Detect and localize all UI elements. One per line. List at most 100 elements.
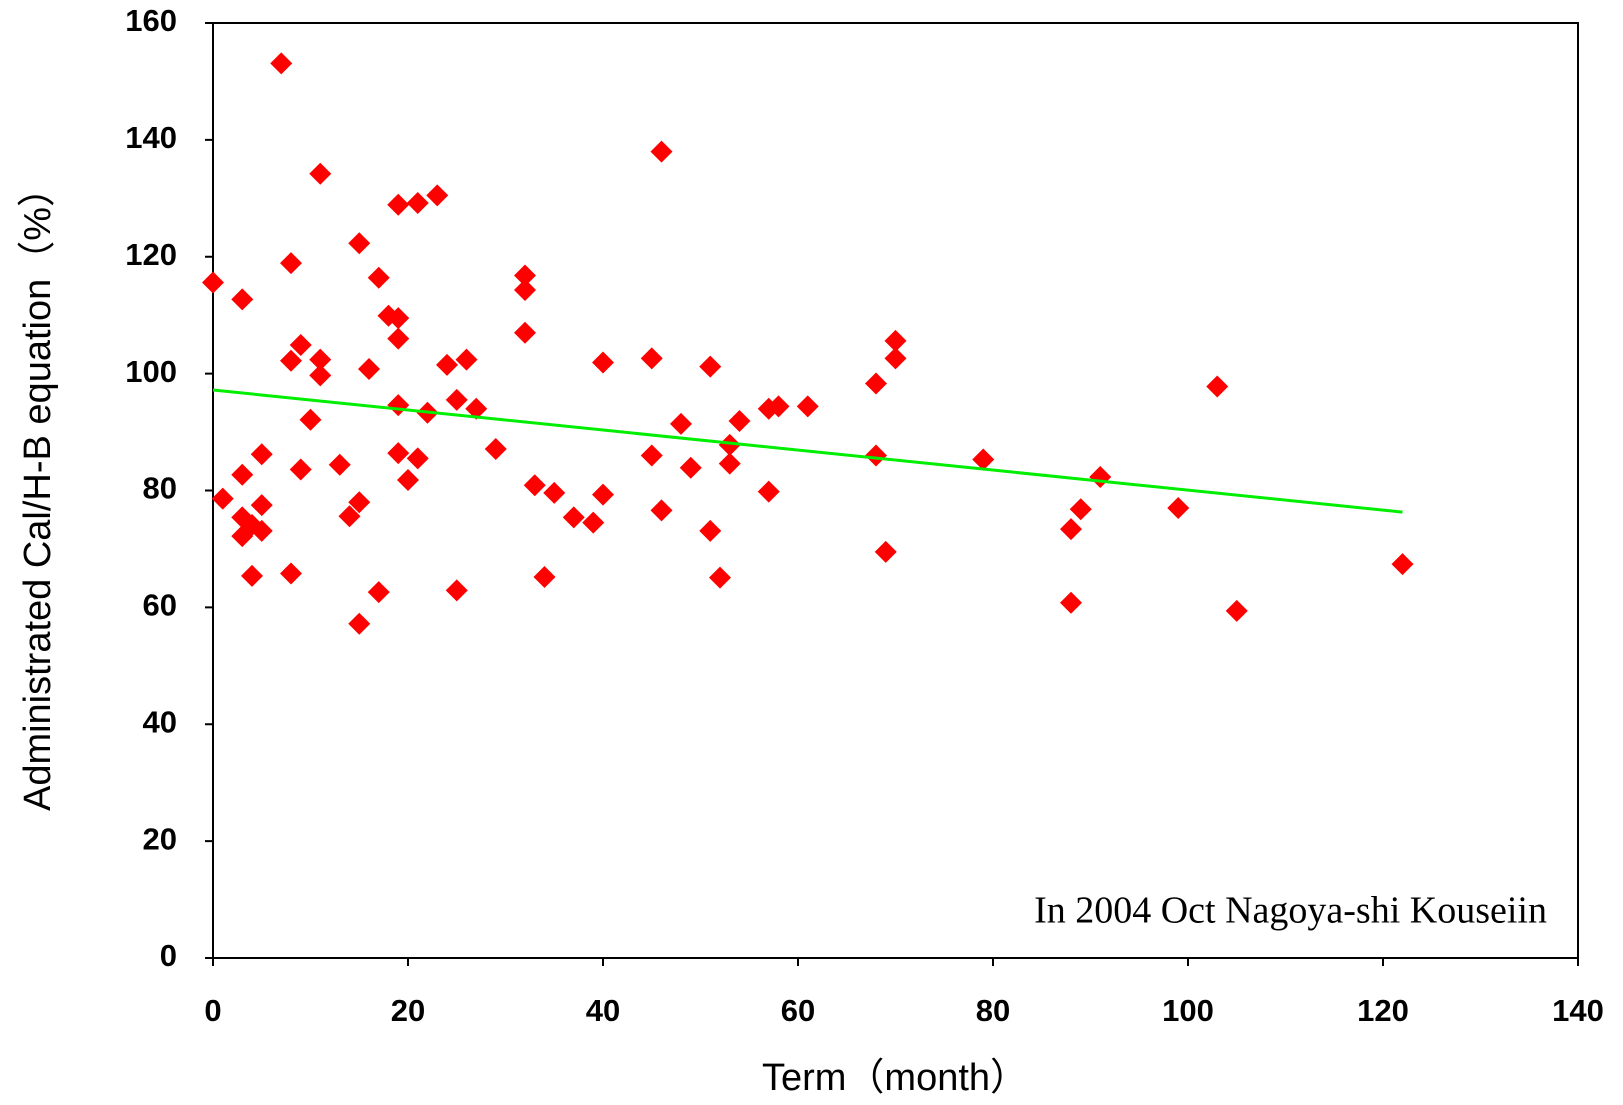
point (582, 511, 605, 534)
trend-line (212, 388, 1403, 514)
point (387, 307, 410, 330)
x-tick-label: 60 (781, 993, 815, 1028)
point (289, 333, 312, 356)
point (328, 453, 351, 476)
x-axis-label: Term（month） (762, 1057, 1028, 1099)
point (718, 433, 741, 456)
y-axis-label: Administrated Cal/H-B equation（%） (17, 169, 59, 811)
point (465, 397, 488, 420)
point (387, 193, 410, 216)
point (387, 327, 410, 350)
x-tick-label: 80 (976, 993, 1010, 1028)
point (455, 348, 478, 371)
point (348, 612, 371, 635)
y-tick-label: 100 (125, 354, 177, 389)
x-tick-label: 40 (586, 993, 620, 1028)
point (338, 505, 361, 528)
point (1206, 375, 1229, 398)
point (670, 412, 692, 435)
point (250, 443, 273, 466)
point (367, 581, 390, 604)
x-tick-label: 0 (204, 993, 221, 1028)
point (445, 579, 468, 602)
point (543, 481, 566, 504)
point (231, 463, 254, 486)
y-tick-label: 80 (143, 471, 177, 506)
point (874, 540, 897, 563)
point (767, 395, 790, 418)
y-tick-label: 140 (125, 120, 177, 155)
point (514, 321, 536, 344)
point (562, 506, 585, 529)
point (406, 191, 429, 214)
point (728, 409, 751, 432)
x-tick-label: 120 (1357, 993, 1409, 1028)
point (718, 452, 741, 475)
x-tick-label: 100 (1162, 993, 1214, 1028)
point (358, 357, 380, 380)
point (309, 348, 332, 371)
point (436, 353, 458, 376)
point (1167, 497, 1190, 520)
point (679, 456, 702, 479)
point (1225, 599, 1248, 622)
x-tick-label: 140 (1552, 993, 1604, 1028)
point (348, 491, 371, 514)
point (241, 564, 263, 587)
point (796, 395, 819, 418)
point (250, 494, 273, 517)
point (445, 388, 468, 411)
y-tick-label: 20 (143, 821, 177, 856)
point (1060, 518, 1082, 541)
point (211, 487, 234, 510)
point (387, 442, 410, 465)
point (514, 264, 536, 287)
point (757, 480, 780, 503)
point (865, 372, 887, 395)
point (1391, 553, 1414, 576)
point (523, 474, 546, 497)
plot-frame (212, 22, 1579, 959)
point (202, 271, 224, 294)
point (640, 347, 663, 370)
point (1069, 498, 1092, 521)
point (299, 408, 322, 431)
point (533, 565, 556, 588)
point (406, 447, 429, 470)
point (514, 279, 536, 302)
point (367, 266, 390, 289)
point (1060, 591, 1082, 614)
point (972, 448, 995, 471)
point (640, 444, 663, 467)
point (709, 566, 731, 589)
annotation: In 2004 Oct Nagoya-shi Kouseiin (1034, 890, 1547, 932)
point (650, 140, 673, 163)
point (426, 184, 449, 207)
point (1089, 466, 1112, 489)
point (309, 364, 332, 387)
point (592, 483, 614, 506)
point (280, 562, 302, 585)
point (484, 438, 507, 461)
point (250, 519, 273, 542)
point (387, 394, 410, 417)
point (231, 288, 254, 311)
point (289, 458, 312, 481)
point (309, 162, 332, 185)
y-tick-label: 0 (160, 938, 177, 973)
point (280, 252, 302, 275)
point (865, 444, 887, 467)
point (270, 52, 293, 75)
point (348, 232, 371, 255)
y-tick-label: 60 (143, 588, 177, 623)
point (280, 349, 302, 372)
x-tick-label: 20 (391, 993, 425, 1028)
y-tick-label: 40 (143, 704, 177, 739)
point (884, 329, 907, 352)
y-tick-label: 160 (125, 3, 177, 38)
point (884, 347, 907, 370)
point (699, 519, 722, 542)
point (699, 355, 722, 378)
point (592, 351, 614, 374)
